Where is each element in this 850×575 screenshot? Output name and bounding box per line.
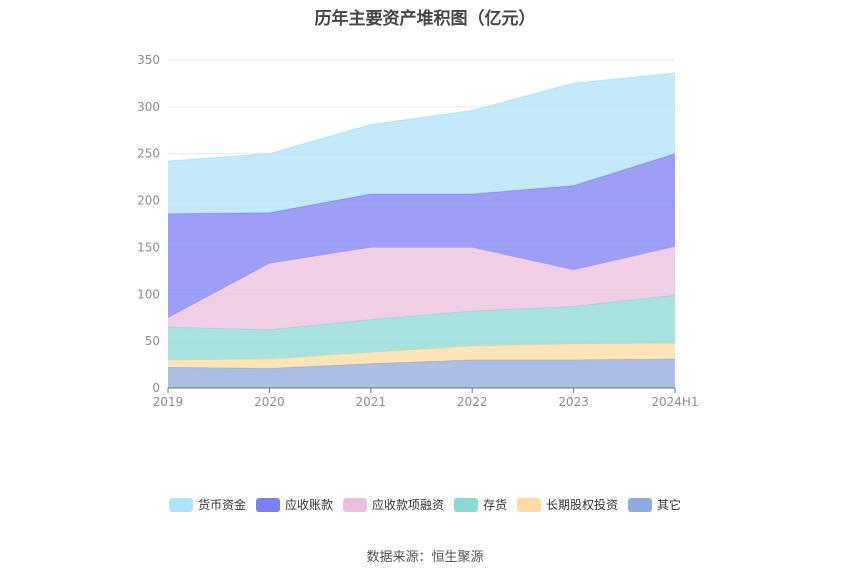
x-tick-label: 2023 <box>558 395 589 409</box>
legend-label: 货币资金 <box>197 498 246 512</box>
area-series-5 <box>168 73 675 214</box>
y-axis-ticks: 0 50 100 150 200 250 300 350 <box>137 53 160 395</box>
legend-swatch <box>255 497 280 512</box>
x-tick-label: 2024H1 <box>651 395 698 409</box>
area-series-1 <box>168 343 675 369</box>
legend-item[interactable]: 其它 <box>628 496 681 513</box>
series-line-5 <box>167 72 676 162</box>
legend-item[interactable]: 长期股权投资 <box>517 496 618 513</box>
x-tick-label: 2019 <box>153 395 184 409</box>
legend-label: 应收账款 <box>284 498 333 512</box>
x-axis <box>167 387 676 393</box>
area-series-3 <box>168 246 675 330</box>
legend-swatch <box>168 497 193 512</box>
legend-item[interactable]: 存货 <box>454 496 507 513</box>
y-tick-label: 0 <box>152 381 160 395</box>
legend-label: 其它 <box>657 498 682 512</box>
legend: 货币资金 应收账款 应收款项融资 存货 长期股权投资 其它 <box>0 496 850 513</box>
area-series-2 <box>168 295 675 360</box>
legend-label: 长期股权投资 <box>546 498 619 512</box>
y-tick-label: 150 <box>137 240 160 254</box>
y-tick-label: 350 <box>137 53 160 67</box>
x-tick-label: 2020 <box>254 395 285 409</box>
legend-swatch <box>517 497 542 512</box>
y-tick-label: 50 <box>145 334 160 348</box>
y-tick-label: 100 <box>137 287 160 301</box>
y-tick-label: 300 <box>137 100 160 114</box>
chart-title: 历年主要资产堆积图（亿元） <box>314 9 536 29</box>
legend-swatch <box>454 497 478 512</box>
legend-item[interactable]: 应收账款 <box>255 496 333 513</box>
legend-label: 存货 <box>483 498 508 512</box>
area-series-0 <box>168 358 675 388</box>
legend-swatch <box>342 497 367 512</box>
area-series <box>167 72 676 388</box>
x-axis-ticks: 2019 2020 2021 2022 2023 2024H1 <box>153 395 699 409</box>
legend-swatch <box>628 497 653 512</box>
y-tick-label: 250 <box>137 147 160 161</box>
x-tick-label: 2021 <box>356 395 387 409</box>
y-tick-label: 200 <box>137 194 160 208</box>
legend-item[interactable]: 货币资金 <box>168 496 246 513</box>
source-note: 数据来源：恒生聚源 <box>366 550 484 565</box>
legend-item[interactable]: 应收款项融资 <box>342 496 444 513</box>
legend-label: 应收款项融资 <box>371 498 444 512</box>
series-line-0 <box>167 358 676 369</box>
area-series-4 <box>168 153 675 318</box>
x-tick-label: 2022 <box>457 395 488 409</box>
